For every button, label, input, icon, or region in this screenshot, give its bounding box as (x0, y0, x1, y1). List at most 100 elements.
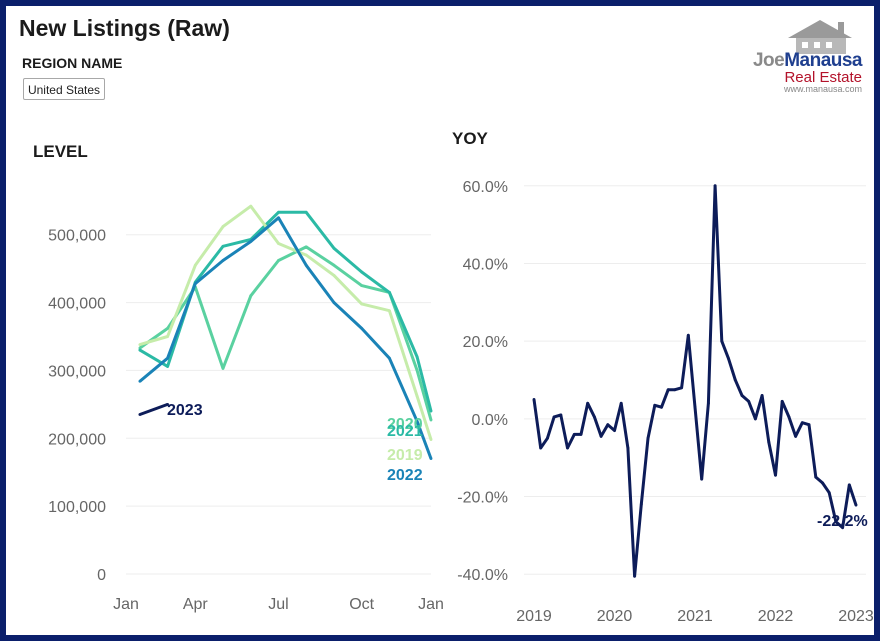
level-point-2021 (166, 364, 169, 368)
level-point-2020 (332, 263, 336, 267)
level-x-tick-label: Jan (418, 596, 444, 613)
level-point-2020 (166, 326, 169, 330)
level-point-2019 (388, 309, 391, 313)
yoy-x-tick-label: 2021 (677, 608, 713, 625)
level-point-2022 (388, 356, 391, 360)
level-point-2019 (138, 343, 142, 347)
level-point-2021 (221, 244, 225, 248)
yoy-chart-title: YOY (452, 129, 488, 148)
yoy-y-tick-label: 20.0% (463, 334, 508, 351)
yoy-point (546, 436, 549, 440)
yoy-point (767, 440, 771, 444)
yoy-point (740, 394, 744, 397)
level-point-2022 (193, 282, 197, 285)
yoy-point (633, 574, 637, 578)
level-point-2023 (138, 413, 142, 416)
yoy-x-tick-label: 2020 (597, 608, 633, 625)
yoy-point (552, 415, 556, 419)
level-y-tick-label: 0 (97, 567, 106, 584)
yoy-x-tick-label: 2023 (838, 608, 874, 625)
level-series-2019-line (139, 204, 433, 441)
yoy-end-label: -22.2% (817, 513, 868, 530)
yoy-y-tick-label: 0.0% (472, 412, 508, 429)
level-point-2021 (429, 409, 433, 413)
region-filter-label: REGION NAME (22, 55, 123, 71)
chart-frame: New Listings (Raw) REGION NAME United St… (6, 6, 874, 635)
yoy-point (666, 388, 670, 392)
level-point-2019 (332, 274, 336, 277)
level-point-2022 (249, 240, 253, 243)
yoy-point (834, 520, 838, 524)
level-point-2019 (221, 225, 225, 228)
level-point-2019 (360, 302, 364, 306)
level-series-label-2020: 2020 (387, 416, 423, 433)
level-point-2020 (360, 284, 364, 288)
level-series-2023-line (139, 402, 169, 416)
level-x-tick-label: Apr (183, 596, 209, 613)
company-logo: JoeManausa Real Estate www.manausa.com (742, 16, 862, 94)
yoy-point (646, 436, 650, 440)
level-point-2019 (415, 394, 419, 398)
level-point-2020 (304, 245, 308, 249)
yoy-point (539, 446, 543, 450)
yoy-point (753, 417, 757, 421)
level-point-2023 (166, 402, 169, 406)
yoy-point (619, 401, 623, 405)
logo-name-last: Manausa (784, 50, 862, 71)
level-series-2020-line (139, 245, 433, 421)
yoy-chart: -40.0% -20.0% 0.0% 20.0% 40.0% 60.0% 2019 2020 2… (457, 179, 874, 625)
level-chart: 0 100,000 200,000 300,000 400,000 500,000 Jan A… (48, 204, 444, 613)
logo-url: www.manausa.com (783, 84, 862, 94)
yoy-point (579, 432, 583, 436)
level-point-2022 (166, 356, 169, 360)
logo-name-first: Joe (752, 50, 785, 71)
yoy-point (653, 403, 657, 407)
level-point-2022 (360, 326, 364, 330)
level-point-2022 (277, 216, 280, 220)
yoy-point (847, 483, 851, 487)
level-series-label-2021: 2021 (387, 423, 423, 440)
yoy-point (854, 503, 858, 507)
yoy-point (774, 473, 777, 477)
region-select[interactable]: United States (23, 78, 105, 100)
level-y-tick-label: 400,000 (48, 296, 106, 313)
level-y-tick-label: 500,000 (48, 228, 106, 245)
level-point-2021 (332, 246, 336, 250)
yoy-point (707, 401, 710, 405)
yoy-x-tick-label: 2022 (758, 608, 794, 625)
level-point-2022 (332, 301, 336, 304)
yoy-point (532, 398, 536, 401)
level-point-2020 (277, 259, 280, 262)
level-point-2021 (415, 355, 419, 359)
level-point-2019 (277, 242, 280, 245)
level-series-label-2019: 2019 (387, 447, 423, 464)
yoy-point (599, 434, 603, 438)
yoy-point (733, 378, 737, 382)
yoy-point (660, 405, 663, 409)
yoy-point (787, 415, 791, 419)
yoy-point (747, 399, 751, 403)
yoy-y-tick-label: 40.0% (463, 256, 508, 273)
level-point-2019 (429, 438, 433, 442)
yoy-point (827, 491, 831, 495)
yoy-point (680, 386, 683, 390)
yoy-point (673, 388, 677, 392)
house-logo-icon (788, 20, 852, 54)
yoy-point (800, 421, 804, 425)
level-x-tick-label: Oct (349, 596, 374, 613)
yoy-point (821, 481, 824, 485)
level-y-tick-label: 300,000 (48, 363, 106, 380)
yoy-point (639, 502, 643, 506)
yoy-point (686, 333, 690, 337)
level-point-2021 (277, 210, 280, 214)
level-point-2019 (304, 253, 308, 257)
level-point-2021 (388, 290, 391, 294)
level-point-2019 (249, 204, 253, 208)
yoy-point (841, 526, 844, 530)
yoy-point (807, 423, 811, 427)
yoy-point (720, 339, 724, 343)
yoy-point (814, 475, 818, 479)
level-point-2020 (415, 369, 419, 372)
level-x-tick-label: Jul (268, 596, 288, 613)
level-point-2021 (304, 210, 308, 214)
